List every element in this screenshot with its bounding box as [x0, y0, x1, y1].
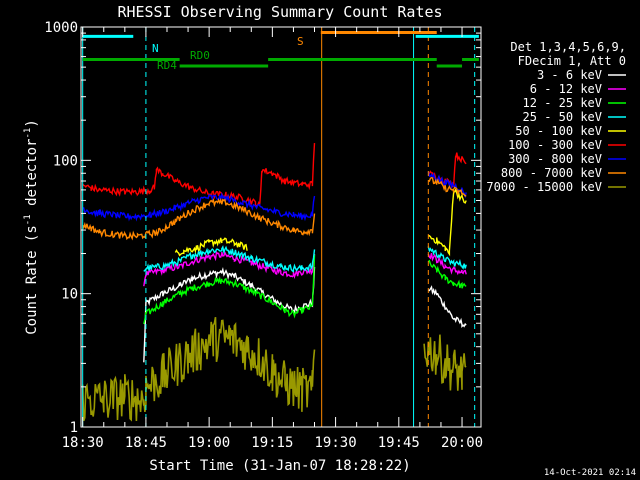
legend-label-7: 300 - 800 keV [508, 152, 602, 166]
legend-label-3: 12 - 25 keV [523, 96, 602, 110]
y-tick-label-4: 1000 [44, 20, 78, 36]
legend-label-4: 25 - 50 keV [523, 110, 602, 124]
series-layer [81, 143, 467, 422]
legend-header-2: FDecim 1, Att 0 [518, 54, 626, 68]
series-line-5 [174, 187, 467, 257]
series-line-9 [81, 317, 467, 422]
y-label-part-2: detector [24, 139, 40, 215]
series-line-1 [143, 266, 467, 363]
x-tick-label-3: 19:00 [188, 435, 230, 451]
legend-label-2: 6 - 12 keV [530, 82, 602, 96]
y-label-sup-1: -1 [23, 214, 33, 225]
series-line-7 [82, 171, 467, 222]
y-axis-label: Count Rate (s-1 detector-1) [23, 119, 40, 335]
x-tick-label-6: 19:45 [378, 435, 420, 451]
annotation-rd0: RD0 [190, 49, 210, 62]
marker-layer [82, 27, 479, 427]
annotation-s: S [297, 35, 304, 48]
legend-header-1: Det 1,3,4,5,6,9, [510, 40, 626, 54]
legend-label-9: 7000 - 15000 keV [486, 180, 602, 194]
series-line-6 [82, 143, 467, 208]
x-tick-label-2: 18:45 [125, 435, 167, 451]
legend-label-1: 3 - 6 keV [537, 68, 602, 82]
y-tick-label-3: 100 [53, 153, 78, 169]
footer-date: 14-Oct-2021 02:14 [544, 468, 636, 478]
axis-layer: 18:30 18:45 19:00 19:15 19:30 19:45 20:00 1 10 10… [44, 20, 483, 451]
series-line-3 [143, 254, 467, 325]
y-label-part-3: ) [24, 119, 40, 127]
x-tick-label-1: 18:30 [62, 435, 104, 451]
legend-label-5: 50 - 100 keV [515, 124, 602, 138]
series-line-2 [143, 250, 467, 287]
legend-label-6: 100 - 300 keV [508, 138, 602, 152]
y-label-part-1: Count Rate (s [24, 225, 40, 335]
x-tick-label-7: 20:00 [441, 435, 483, 451]
x-tick-label-4: 19:15 [251, 435, 293, 451]
x-axis-label: Start Time (31-Jan-07 18:28:22) [149, 458, 410, 474]
plot-frame [80, 26, 482, 428]
x-tick-label-5: 19:30 [315, 435, 357, 451]
y-tick-label-1: 1 [70, 420, 78, 436]
chart-title: RHESSI Observing Summary Count Rates [117, 3, 442, 21]
y-axis-label-text: Count Rate (s-1 detector-1) [23, 119, 40, 335]
annotation-n: N [152, 42, 159, 55]
y-label-sup-2: -1 [23, 128, 33, 139]
legend: Det 1,3,4,5,6,9, FDecim 1, Att 0 3 - 6 k… [486, 40, 626, 194]
series-line-8 [82, 176, 467, 241]
annotation-rd4: RD4 [157, 59, 177, 72]
series-line-4 [143, 245, 467, 273]
y-tick-label-2: 10 [61, 287, 78, 303]
legend-label-8: 800 - 7000 keV [501, 166, 602, 180]
